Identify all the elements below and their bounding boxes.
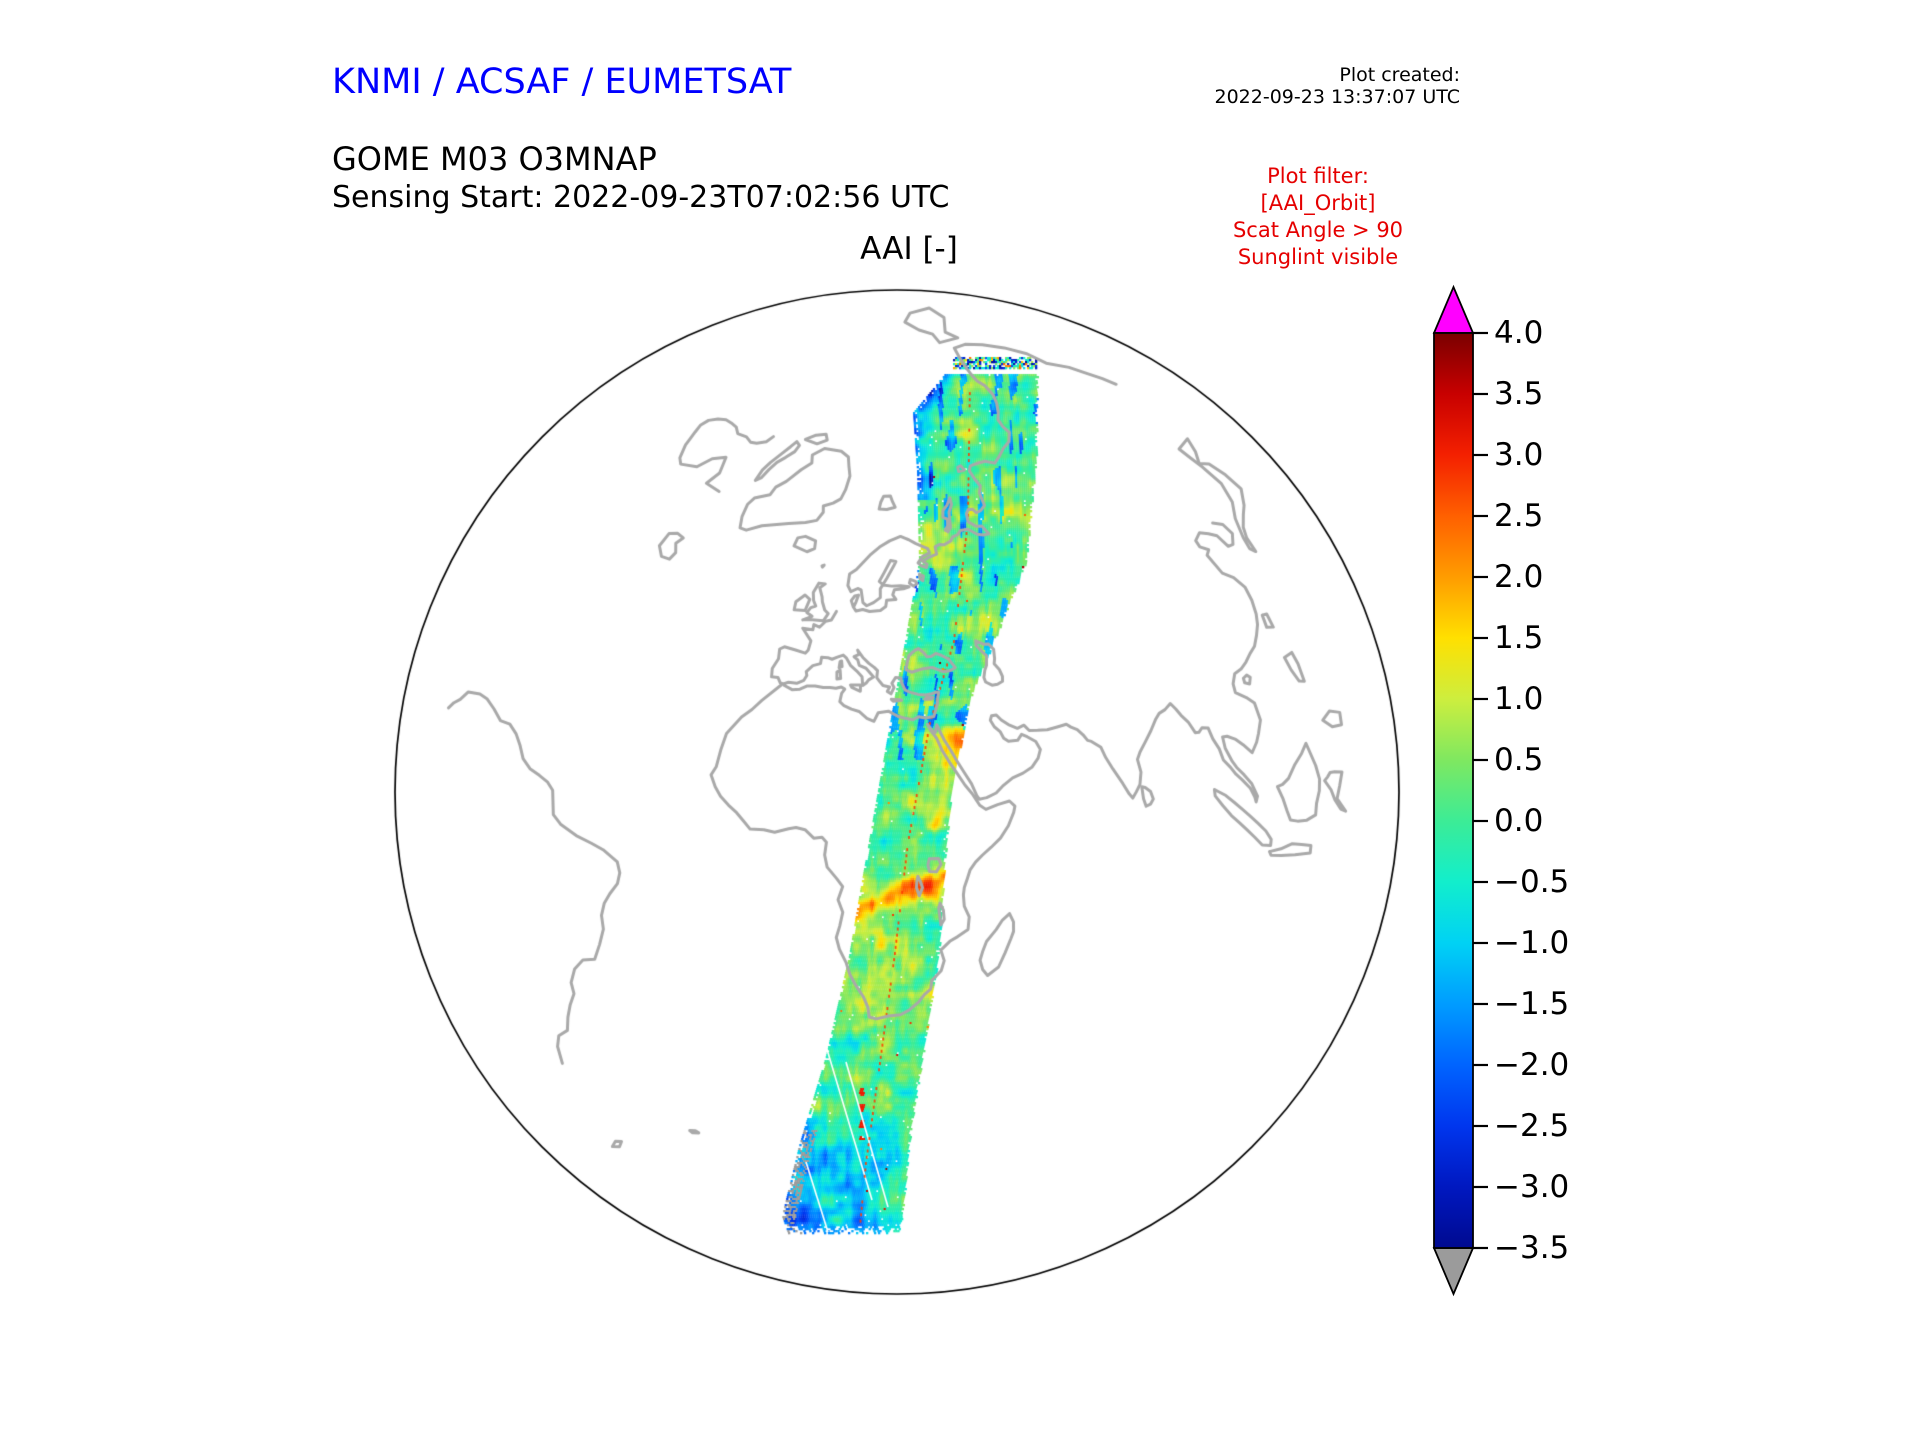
colorbar-tick-label: 2.0 bbox=[1494, 559, 1544, 595]
sensing-start: Sensing Start: 2022-09-23T07:02:56 UTC bbox=[332, 180, 950, 215]
plot-filter-line: Scat Angle > 90 bbox=[1232, 218, 1404, 242]
colorbar-tick-label: 1.0 bbox=[1494, 681, 1544, 717]
colorbar-tick-label: 3.5 bbox=[1494, 376, 1544, 412]
colorbar-tick-label: 2.5 bbox=[1494, 498, 1544, 534]
colorbar-tick-label: 1.5 bbox=[1494, 620, 1544, 656]
plot-filter-line: Sunglint visible bbox=[1237, 245, 1399, 269]
colorbar-tick-label: 3.0 bbox=[1494, 437, 1544, 473]
product-title: GOME M03 O3MNAP bbox=[332, 140, 657, 178]
colorbar-tick-label: −2.0 bbox=[1494, 1047, 1570, 1083]
colorbar-ticks bbox=[1473, 331, 1488, 1250]
colorbar-tick-label: −0.5 bbox=[1494, 864, 1570, 900]
colorbar-tick-label: −3.5 bbox=[1494, 1230, 1570, 1266]
plot-filter-line: [AAI_Orbit] bbox=[1260, 191, 1376, 215]
colorbar bbox=[1432, 284, 1488, 1297]
colorbar-tick-label: −1.0 bbox=[1494, 925, 1570, 961]
plot-filter-block: Plot filter: [AAI_Orbit] Scat Angle > 90… bbox=[1168, 163, 1468, 271]
colorbar-tick-label: 4.0 bbox=[1494, 315, 1544, 351]
colorbar-tick-label: −3.0 bbox=[1494, 1169, 1570, 1205]
colorbar-tick-label: −2.5 bbox=[1494, 1108, 1570, 1144]
plot-created-block: Plot created: 2022-09-23 13:37:07 UTC bbox=[1215, 64, 1461, 108]
colorbar-tick-label: −1.5 bbox=[1494, 986, 1570, 1022]
colorbar-over-arrow bbox=[1432, 284, 1475, 334]
colorbar-under-arrow bbox=[1432, 1247, 1475, 1297]
colorbar-tick-label: 0.0 bbox=[1494, 803, 1544, 839]
plot-created-timestamp: 2022-09-23 13:37:07 UTC bbox=[1214, 86, 1461, 108]
plot-filter-line: Plot filter: bbox=[1267, 164, 1369, 188]
agency-title: KNMI / ACSAF / EUMETSAT bbox=[332, 62, 792, 102]
plot-created-label: Plot created: bbox=[1339, 64, 1460, 86]
colorbar-tick-label: 0.5 bbox=[1494, 742, 1544, 778]
colorbar-gradient-bar bbox=[1433, 332, 1474, 1249]
map-title: AAI [-] bbox=[860, 231, 958, 267]
